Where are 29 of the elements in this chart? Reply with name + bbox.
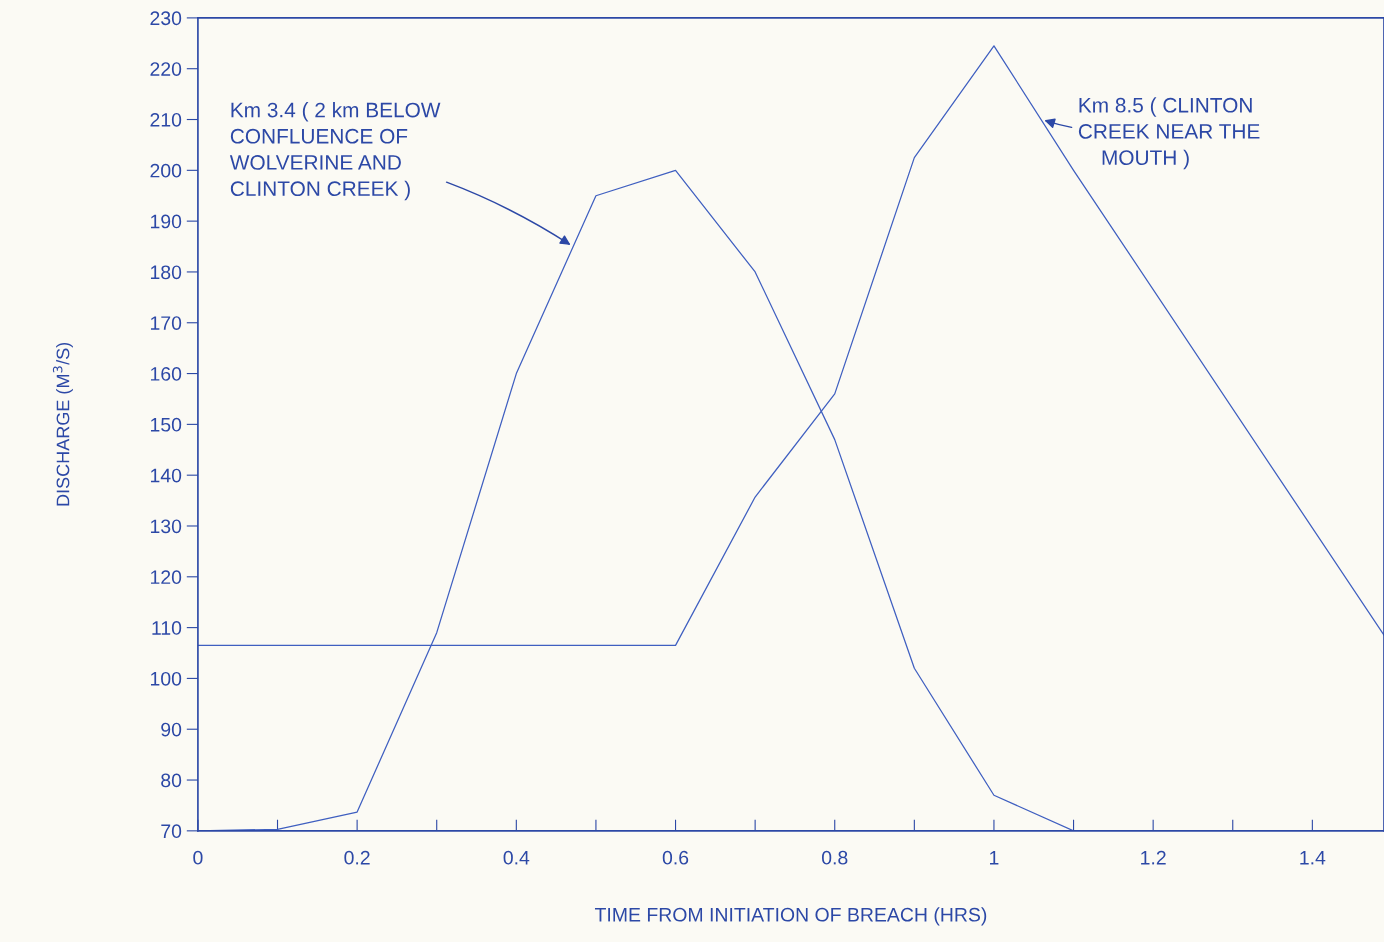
- y-tick-label: 190: [150, 214, 182, 229]
- y-tick-label: 200: [150, 163, 182, 178]
- y-tick-label: 80: [161, 773, 182, 788]
- x-tick-label: 1.2: [1141, 850, 1166, 865]
- y-tick-label: 210: [150, 112, 182, 127]
- y-tick-label: 230: [150, 11, 182, 26]
- y-tick-label: 170: [150, 316, 182, 330]
- y-tick-label: 120: [150, 570, 182, 585]
- y-tick-label: 160: [150, 367, 182, 381]
- x-tick-label: 1.4: [1300, 851, 1326, 865]
- y-tick-label: 70: [161, 824, 182, 839]
- x-tick-label: 0.2: [344, 850, 370, 865]
- annotation: Km 8.5 ( CLINTON CREEK NEAR THE MOUTH ): [1078, 97, 1260, 170]
- y-tick-label: 100: [150, 671, 182, 686]
- y-tick-label: 180: [150, 265, 182, 280]
- x-tick-label: 0.6: [662, 850, 689, 865]
- x-tick-label: 1: [990, 851, 999, 865]
- y-axis-title: DISCHARGE (M$^{3}$/S): [52, 342, 73, 506]
- x-tick-label: 0: [193, 850, 203, 865]
- y-tick-label: 110: [152, 621, 182, 635]
- x-tick-label: 0.4: [503, 850, 530, 865]
- y-tick-label: 150: [150, 417, 182, 432]
- x-tick-label: 0.8: [821, 850, 848, 865]
- y-tick-label: 90: [161, 722, 182, 737]
- y-tick-label: 130: [150, 519, 182, 534]
- y-tick-label: 140: [150, 468, 182, 483]
- x-axis-title: TIME FROM INITIATION OF BREACH (HRS): [594, 907, 987, 926]
- y-tick-label: 220: [150, 62, 182, 76]
- annotation: Km 3.4 ( 2 km BELOW CONFLUENCE OF WOLVERINE AND CLINTON CREEK ): [229, 102, 441, 201]
